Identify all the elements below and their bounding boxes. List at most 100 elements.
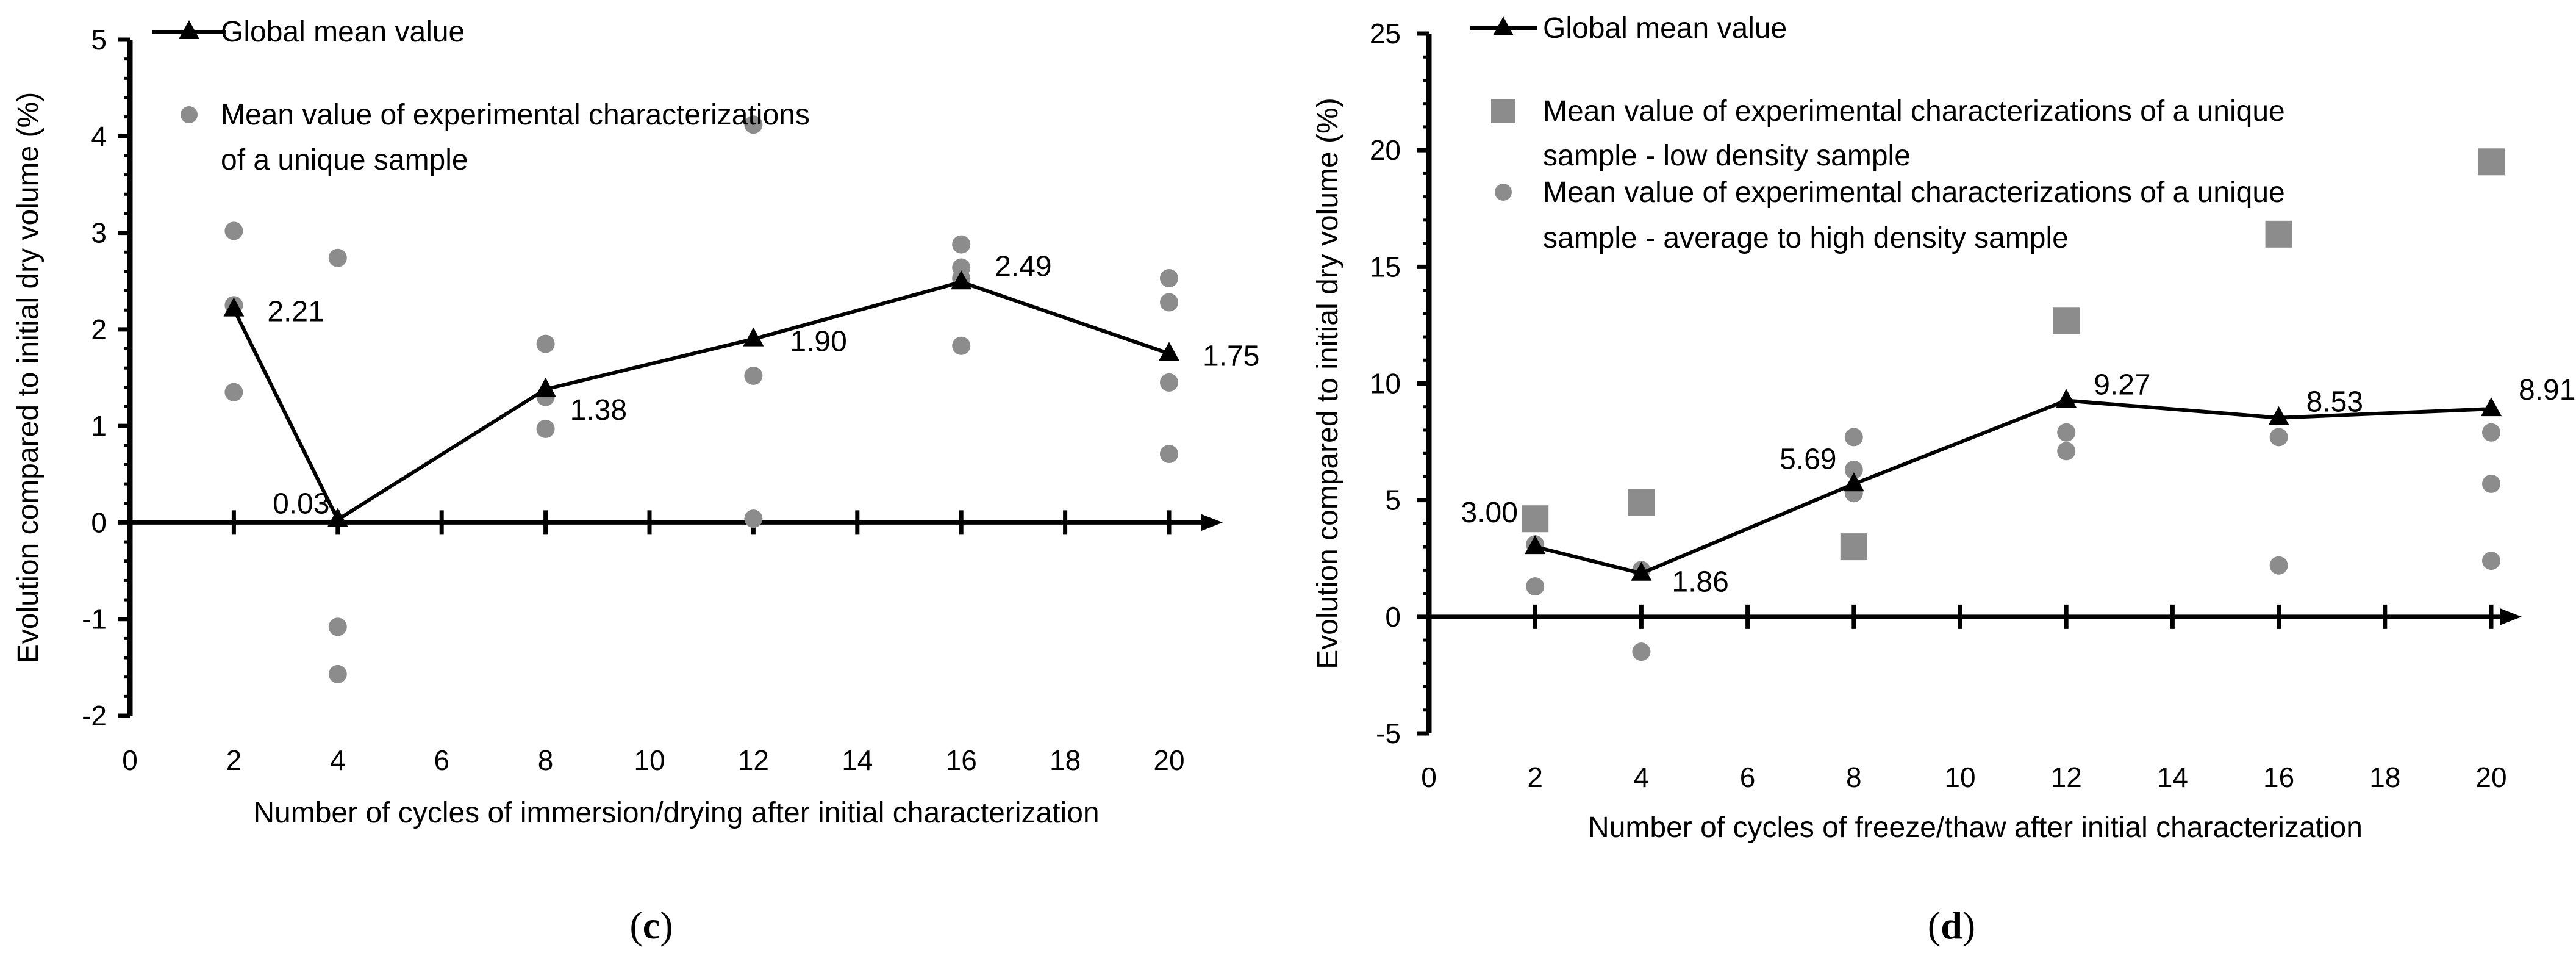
legend-label-line2: of a unique sample — [221, 144, 468, 176]
data-label: 3.00 — [1461, 497, 1517, 529]
y-tick-label: 5 — [1385, 484, 1401, 516]
data-label: 5.69 — [1780, 443, 1836, 475]
y-tick-label: 5 — [91, 24, 107, 56]
legend-label: Mean value of experimental characterizat… — [1543, 95, 2285, 128]
mean-point-triangle — [1159, 342, 1179, 361]
y-tick-label: 2 — [91, 314, 107, 345]
scatter-point-circle — [1844, 428, 1863, 447]
scatter-point-square — [2053, 307, 2080, 334]
panel-label-close: ) — [660, 904, 673, 947]
x-tick-label: 10 — [634, 744, 665, 776]
scatter-point-circle — [744, 366, 763, 385]
mean-point-triangle — [223, 297, 245, 317]
x-tick-label: 18 — [2369, 761, 2400, 793]
data-label: 2.21 — [267, 296, 324, 328]
scatter-point-circle — [2057, 423, 2076, 442]
x-tick-label: 12 — [2051, 761, 2082, 793]
data-label: 0.03 — [273, 488, 329, 520]
data-label: 1.75 — [1203, 340, 1259, 372]
y-tick-label: 0 — [1385, 601, 1401, 633]
y-tick-label: -1 — [82, 603, 107, 635]
data-label: 1.86 — [1672, 566, 1728, 599]
panel-label: (c) — [629, 904, 673, 947]
x-tick-label: 0 — [122, 744, 138, 776]
x-tick-label: 16 — [946, 744, 977, 776]
y-tick-label: 4 — [91, 120, 107, 152]
data-label: 1.38 — [570, 394, 627, 426]
panel-label-close: ) — [1962, 904, 1975, 947]
scatter-point-circle — [1160, 373, 1178, 392]
mean-point-triangle — [327, 508, 348, 527]
legend-label: Global mean value — [221, 16, 465, 48]
scatter-point-circle — [2482, 474, 2500, 493]
mean-point-triangle — [951, 270, 972, 290]
legend-label: Mean value of experimental characterizat… — [1543, 176, 2285, 209]
mean-point-triangle — [2056, 389, 2077, 408]
data-label: 8.53 — [2306, 386, 2363, 419]
scatter-point-circle — [1844, 460, 1863, 479]
x-axis-title: Number of cycles of immersion/drying aft… — [253, 797, 1099, 829]
x-tick-label: 2 — [1527, 761, 1543, 793]
x-tick-label: 6 — [1740, 761, 1756, 793]
scatter-point-circle — [952, 235, 971, 254]
legend-square-icon — [1491, 99, 1515, 123]
mean-point-triangle — [743, 327, 764, 347]
legend-label-line2: sample - average to high density sample — [1543, 222, 2069, 254]
mean-point-triangle — [2481, 397, 2502, 417]
legend-triangle-icon — [1493, 16, 1514, 35]
scatter-point-circle — [328, 664, 347, 683]
mean-point-triangle — [1843, 472, 1864, 492]
x-tick-label: 18 — [1050, 744, 1081, 776]
y-tick-label: 10 — [1370, 368, 1401, 400]
x-tick-label: 12 — [738, 744, 769, 776]
scatter-point-circle — [1160, 293, 1178, 312]
x-tick-label: 0 — [1421, 761, 1437, 793]
x-tick-label: 20 — [1153, 744, 1184, 776]
scatter-point-square — [2265, 220, 2292, 248]
scatter-point-circle — [536, 419, 555, 438]
mean-line — [232, 280, 1170, 522]
legend-label-line2: sample - low density sample — [1543, 140, 1911, 172]
scatter-point-circle — [328, 617, 347, 636]
y-tick-label: -2 — [82, 700, 107, 732]
y-tick-label: 1 — [91, 410, 107, 442]
scatter-point-circle — [2482, 423, 2500, 442]
mean-line — [1534, 398, 2492, 575]
scatter-point-circle — [744, 509, 763, 528]
legend: Global mean value Mean value of experimen… — [1470, 12, 2285, 254]
y-axis-title: Evolution compared to initial dry volume… — [1312, 98, 1344, 669]
x-tick-label: 10 — [1944, 761, 1975, 793]
scatter-point-square — [1840, 533, 1867, 561]
data-label: 9.27 — [2094, 369, 2150, 401]
x-tick-label: 14 — [842, 744, 873, 776]
scatter-point-circle — [1526, 577, 1545, 596]
legend-triangle-icon — [179, 20, 199, 39]
x-tick-label: 8 — [1846, 761, 1862, 793]
x-axis-arrow — [2500, 608, 2522, 625]
y-tick-label: 20 — [1370, 134, 1401, 166]
y-axis-title: Evolution compared to initial dry volume… — [12, 92, 45, 663]
y-tick-label: 3 — [91, 217, 107, 249]
x-tick-label: 4 — [1634, 761, 1650, 793]
legend: Global mean value Mean value of experimen… — [152, 16, 810, 176]
x-tick-label: 14 — [2157, 761, 2188, 793]
y-tick-label: 25 — [1370, 18, 1401, 49]
x-tick-label: 4 — [330, 744, 346, 776]
x-tick-label: 8 — [538, 744, 554, 776]
scatter-point-circle — [1160, 268, 1178, 287]
scatter-point-circle — [224, 221, 243, 240]
scatter-point-circle — [2269, 556, 2288, 575]
mean-point-triangle — [2268, 406, 2289, 425]
scatter-point-circle — [328, 248, 347, 267]
x-axis-arrow — [1201, 514, 1223, 531]
scatter-point-circle — [952, 336, 971, 355]
mean-point-triangle — [535, 377, 556, 397]
mean-point-triangle — [1525, 535, 1546, 555]
y-tick-label: 15 — [1370, 251, 1401, 282]
scatter-point-circle — [1632, 642, 1651, 661]
panel-label: (d) — [1928, 904, 1975, 947]
mean-point-triangle — [1631, 561, 1652, 581]
y-tick-label: 0 — [91, 506, 107, 538]
data-label: 8.91 — [2519, 374, 2575, 406]
